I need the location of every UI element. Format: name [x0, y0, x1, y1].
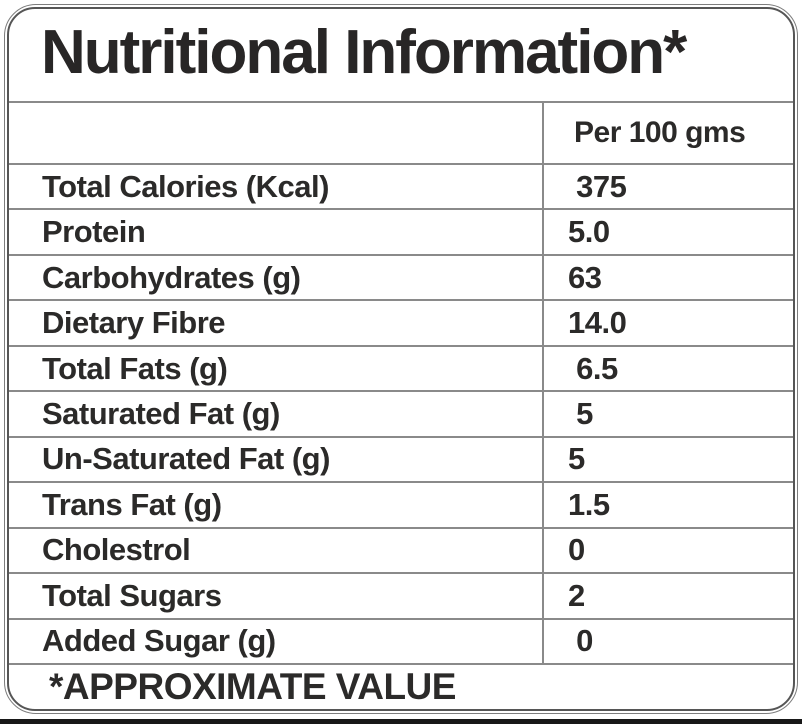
row-label: Added Sugar (g) — [42, 623, 276, 659]
label-border: Nutritional Information* Per 100 gms Tot… — [4, 4, 798, 714]
row-total-calories: Total Calories (Kcal) 375 — [9, 163, 793, 209]
row-label: Protein — [42, 214, 146, 250]
row-label: Un-Saturated Fat (g) — [42, 441, 330, 477]
row-label: Total Fats (g) — [42, 350, 228, 386]
row-value: 1.5 — [542, 483, 793, 527]
row-cholestrol: Cholestrol 0 — [9, 526, 793, 573]
bottom-edge-strip — [0, 719, 802, 724]
row-value: 0 — [542, 619, 793, 663]
row-carbohydrates: Carbohydrates (g) 63 — [9, 253, 793, 300]
label-title: Nutritional Information* — [41, 17, 687, 87]
row-label: Trans Fat (g) — [42, 486, 222, 522]
row-value: 5.0 — [542, 210, 793, 254]
footnote: *APPROXIMATE VALUE — [9, 662, 793, 709]
row-dietary-fibre: Dietary Fibre 14.0 — [9, 299, 793, 345]
row-value: 14.0 — [542, 301, 793, 345]
column-header-per-100-gms: Per 100 gms — [542, 103, 793, 163]
row-value: 63 — [542, 255, 793, 300]
row-unsaturated-fat: Un-Saturated Fat (g) 5 — [9, 435, 793, 482]
row-label: Carbohydrates (g) — [42, 259, 301, 295]
header-empty-cell — [9, 103, 542, 163]
row-label: Saturated Fat (g) — [42, 395, 280, 431]
row-added-sugar: Added Sugar (g) 0 — [9, 617, 793, 663]
row-label: Cholestrol — [42, 532, 191, 568]
row-label: Dietary Fibre — [42, 305, 226, 341]
row-value: 0 — [542, 528, 793, 573]
row-saturated-fat: Saturated Fat (g) 5 — [9, 390, 793, 436]
table-header-row: Per 100 gms — [9, 101, 793, 163]
row-trans-fat: Trans Fat (g) 1.5 — [9, 481, 793, 527]
row-total-fats: Total Fats (g) 6.5 — [9, 344, 793, 391]
row-value: 5 — [542, 437, 793, 482]
nutrition-label: Nutritional Information* Per 100 gms Tot… — [7, 7, 795, 711]
row-value: 5 — [542, 392, 793, 436]
row-label: Total Sugars — [42, 577, 222, 613]
row-value: 375 — [542, 165, 793, 209]
row-protein: Protein 5.0 — [9, 208, 793, 254]
row-total-sugars: Total Sugars 2 — [9, 572, 793, 618]
row-value: 2 — [542, 574, 793, 618]
nutrition-table: Per 100 gms Total Calories (Kcal) 375 Pr… — [9, 101, 793, 709]
row-label: Total Calories (Kcal) — [42, 168, 329, 204]
row-value: 6.5 — [542, 346, 793, 391]
